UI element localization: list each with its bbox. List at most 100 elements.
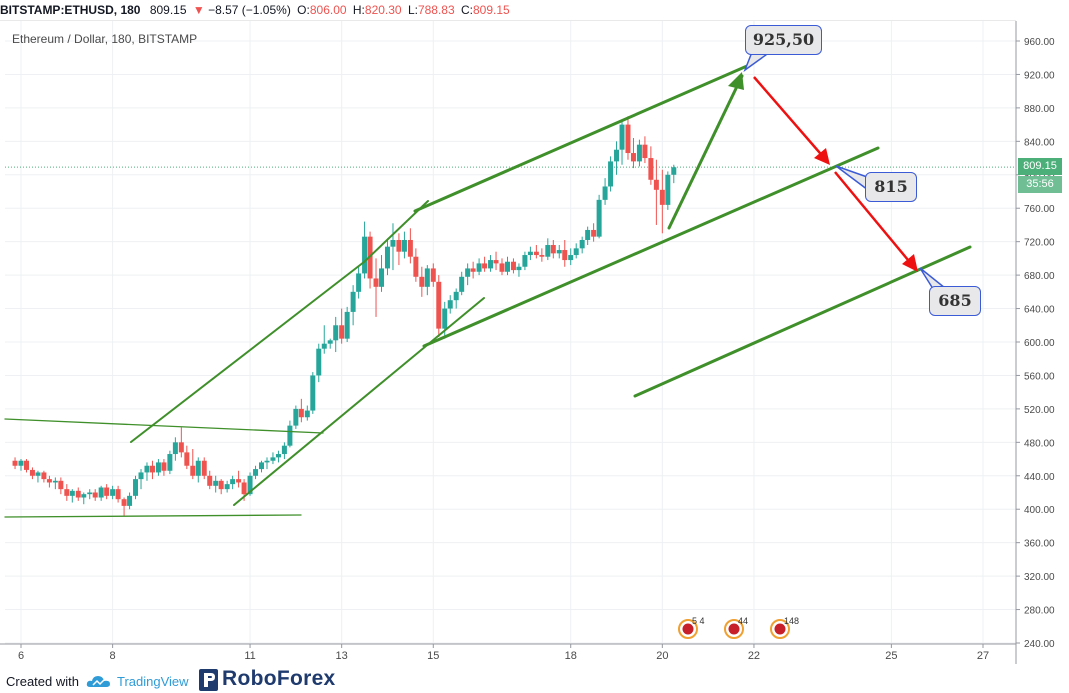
candle-body (671, 167, 677, 175)
candle-body (659, 189, 665, 205)
y-tick-label: 680.00 (1024, 271, 1055, 282)
candle-body (436, 281, 442, 329)
candle-body (499, 263, 505, 272)
x-tick-label: 11 (244, 650, 255, 662)
candle-body (579, 239, 585, 249)
candle-body (287, 425, 293, 446)
candle-body (539, 255, 545, 257)
candle-body (648, 158, 654, 180)
event-badge-count: 44 (738, 616, 748, 626)
candle-body (602, 186, 608, 200)
candle-body (304, 410, 310, 418)
candle-body (390, 239, 396, 247)
y-tick-label: 880.00 (1024, 104, 1055, 115)
candle-body (184, 452, 190, 466)
candle-body (190, 465, 196, 476)
candle-body (35, 472, 41, 476)
open-label: O: (297, 3, 310, 17)
candle-body (545, 245, 551, 257)
event-badge-count: 148 (784, 616, 799, 626)
candle-body (470, 268, 476, 272)
candle-body (264, 460, 270, 463)
up-projection-arrow (667, 74, 744, 230)
candle-body (619, 124, 625, 150)
x-tick-label: 27 (977, 650, 989, 662)
change-value: −8.57 (−1.05%) (208, 3, 291, 17)
candle-body (653, 179, 659, 190)
candle-body (218, 480, 224, 490)
x-tick-label: 22 (748, 650, 760, 662)
event-badge-flag-fill (774, 623, 786, 635)
candle-body (333, 325, 339, 341)
y-tick-label: 920.00 (1024, 70, 1055, 81)
candle-body (476, 263, 482, 272)
candle-body (104, 487, 110, 496)
event-badge-flag-fill (682, 623, 694, 635)
candle-body (665, 174, 671, 205)
candle-body (413, 256, 419, 277)
x-tick-label: 13 (336, 650, 348, 662)
candle-body (573, 248, 579, 256)
candle-body (46, 479, 52, 483)
roboforex-logo-icon (199, 669, 218, 691)
x-tick-label: 15 (427, 650, 439, 662)
candle-body (18, 460, 24, 466)
candle-body (253, 469, 259, 476)
y-tick-label: 320.00 (1024, 572, 1055, 583)
candle-body (447, 300, 453, 309)
target-925-callout: 925,50 (745, 25, 822, 55)
candle-body (608, 161, 614, 187)
candle-body (591, 229, 597, 237)
candle-body (127, 495, 133, 506)
candle-body (29, 469, 35, 476)
y-tick-label: 560.00 (1024, 371, 1055, 382)
candle-body (241, 482, 247, 495)
y-tick-label: 720.00 (1024, 238, 1055, 249)
candle-body (550, 245, 556, 254)
main-channel-upper-line (413, 64, 749, 213)
close-label: C: (461, 3, 473, 17)
change-arrow-icon: ▼ (192, 3, 205, 17)
y-tick-label: 640.00 (1024, 305, 1055, 316)
open-value: 806.00 (309, 3, 347, 17)
candle-body (636, 144, 642, 162)
candle-body (230, 479, 236, 485)
candle-body (75, 490, 81, 498)
candle-body (207, 475, 213, 486)
tradingview-link[interactable]: TradingView (117, 674, 189, 689)
candle-body (52, 480, 58, 483)
event-badge-count: 5 4 (692, 616, 705, 626)
candle-body (356, 273, 362, 292)
candle-body (596, 199, 602, 237)
candle-body (316, 348, 322, 376)
header-divider (0, 20, 1016, 21)
candle-body (167, 454, 173, 471)
y-tick-label: 600.00 (1024, 338, 1055, 349)
candle-body (133, 479, 139, 496)
candle-body (339, 325, 345, 339)
chart-title: Ethereum / Dollar, 180, BITSTAMP (12, 32, 198, 46)
projected-channel-line (633, 245, 972, 398)
candle-body (430, 268, 436, 282)
candle-body (201, 460, 207, 476)
candle-body (482, 263, 488, 269)
current-price-tag: 809.15 (1018, 158, 1062, 175)
y-tick-label: 240.00 (1024, 639, 1055, 650)
candle-body (488, 260, 494, 269)
candle-body (155, 462, 161, 473)
y-tick-label: 960.00 (1024, 37, 1055, 48)
down-arrow-2-line (834, 171, 914, 267)
candle-body (149, 465, 155, 473)
price-chart[interactable]: 960.00920.00880.00840.00800.00760.00720.… (0, 0, 1069, 664)
candle-body (401, 239, 407, 252)
candle-body (270, 457, 276, 461)
candle-body (172, 442, 178, 455)
candle-body (527, 251, 533, 256)
candle-body (459, 276, 465, 292)
candle-body (138, 472, 144, 480)
candle-body (556, 250, 562, 254)
created-with-label: Created with (6, 674, 79, 689)
tradingview-cloud-icon (86, 676, 110, 687)
candle-body (115, 489, 121, 500)
y-tick-label: 440.00 (1024, 472, 1055, 483)
